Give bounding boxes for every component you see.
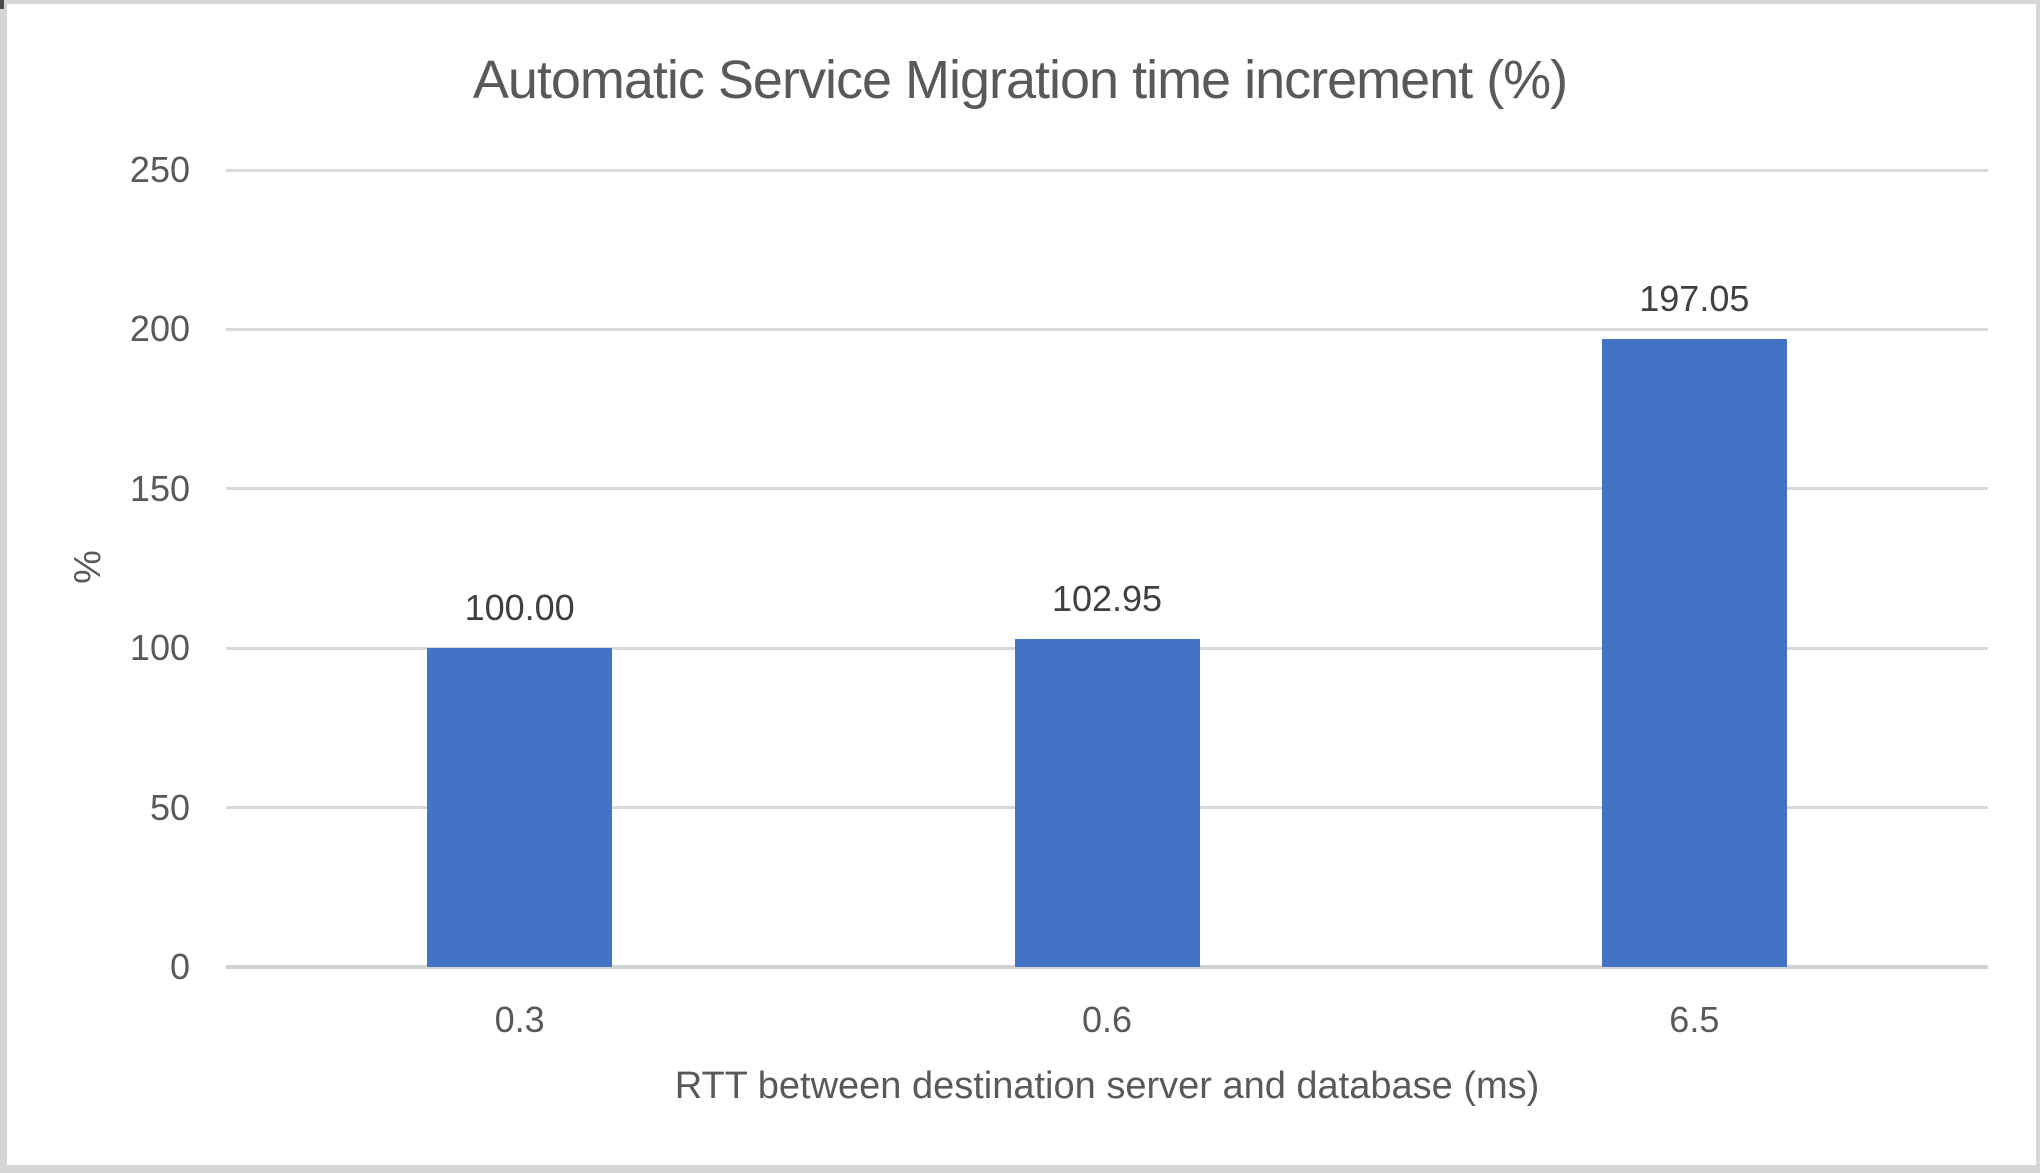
x-axis-title: RTT between destination server and datab… [674,1065,1540,1107]
x-tick-label: 0.3 [494,999,545,1040]
y-tick-label: 250 [129,149,190,190]
gridline [226,168,1988,172]
bar [427,648,613,967]
gridline [226,327,1988,331]
gridline [226,487,1988,491]
chart-title: Automatic Service Migration time increme… [472,50,1568,110]
y-tick-label: 150 [129,467,190,509]
bar-value-label: 197.05 [1639,277,1750,319]
corner-artifact [0,0,4,9]
bar [1014,638,1200,967]
y-tick-label: 0 [169,946,190,987]
bar-value-label: 100.00 [464,587,575,629]
y-tick-label: 200 [129,308,190,350]
y-axis-title: % [67,550,109,584]
y-tick-label: 100 [129,627,190,669]
x-tick-label: 6.5 [1669,999,1720,1040]
bar-value-label: 102.95 [1051,577,1163,619]
plot-area: 100.00 102.95 197.05 [226,168,1988,969]
bar [1601,338,1787,967]
x-tick-label: 0.6 [1081,999,1133,1040]
y-tick-label: 50 [149,786,190,828]
x-axis-line [226,965,1988,969]
